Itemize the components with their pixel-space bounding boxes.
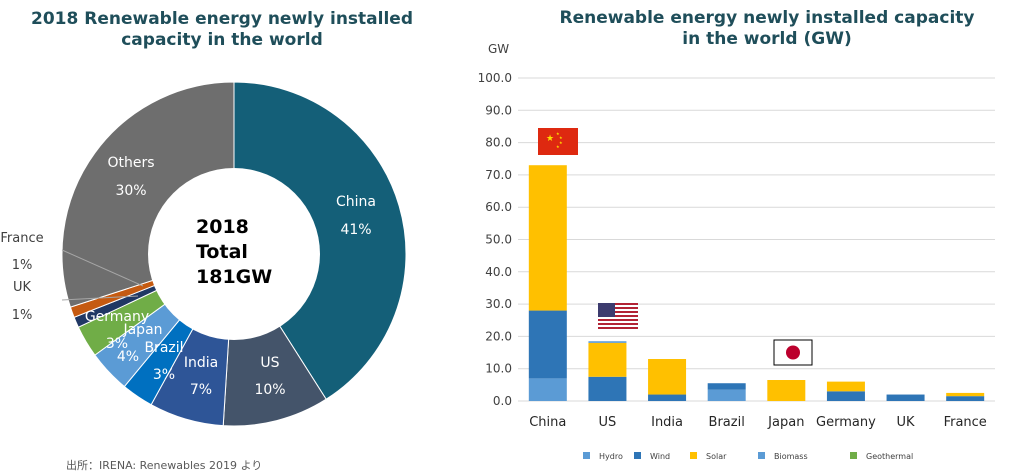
y-tick-label: 40.0 (485, 265, 512, 279)
y-tick-label: 30.0 (485, 297, 512, 311)
legend-label-biomass: Biomass (774, 452, 808, 461)
legend-swatch-geothermal (850, 452, 857, 459)
bar-title-line-2: in the world (GW) (682, 29, 851, 49)
bars (528, 165, 985, 401)
bar-germany-solar (826, 381, 865, 392)
slice-pct-india: 7% (190, 382, 212, 398)
slice-label-china: China (336, 194, 376, 210)
donut-hole (148, 168, 320, 340)
category-label: Germany (816, 415, 876, 430)
legend-label-geothermal: Geothermal (866, 452, 913, 461)
bar-china-wind (528, 310, 567, 379)
slice-pct-others: 30% (115, 183, 146, 199)
category-label: Brazil (709, 415, 745, 430)
center-label-year: 2018 (196, 216, 249, 238)
bar-uk-wind (886, 394, 925, 401)
y-tick-labels: 0.0 10.0 20.0 30.0 40.0 50.0 60.0 70.0 80.0 90.0 1… (478, 71, 512, 408)
slice-pct-brazil: 3% (153, 367, 175, 383)
y-tick-label: 0.0 (493, 394, 512, 408)
slice-label-france: France (0, 231, 43, 246)
legend-label-wind: Wind (650, 452, 670, 461)
slice-label-others: Others (107, 155, 154, 171)
bar-germany-wind (826, 391, 865, 401)
legend-swatch-solar (690, 452, 697, 459)
bar-brazil-wind (707, 383, 746, 390)
bar-france-solar (946, 392, 985, 397)
pie-labels: China 41% US 10% India 7% Brazil 3% Japa… (0, 155, 376, 398)
pie-chart: 2018 Renewable energy newly installed ca… (0, 9, 413, 471)
france-leader-line (61, 249, 144, 287)
category-label: India (651, 415, 683, 430)
legend-label-solar: Solar (706, 452, 727, 461)
uk-leader-line (61, 295, 139, 301)
svg-text:★: ★ (559, 140, 563, 145)
pie-title-line-2: capacity in the world (121, 30, 323, 50)
y-tick-label: 100.0 (478, 71, 512, 85)
y-axis-label: GW (488, 42, 509, 56)
gridlines (518, 77, 995, 402)
slice-label-us: US (260, 355, 279, 371)
category-label: Japan (767, 415, 804, 430)
source-note: 出所：IRENA: Renewables 2019 より (66, 458, 262, 471)
bar-india-solar (648, 359, 687, 395)
category-label: China (529, 415, 566, 430)
china-flag-icon: ★ ★ ★ ★ ★ (538, 128, 578, 155)
bar-us-wind (588, 376, 627, 401)
us-flag-icon (598, 303, 638, 329)
svg-text:★: ★ (556, 131, 560, 136)
y-tick-label: 50.0 (485, 233, 512, 247)
slice-label-india: India (184, 355, 218, 371)
pie-title-line-1: 2018 Renewable energy newly installed (31, 9, 413, 29)
bar-india-wind (648, 394, 687, 401)
category-label: France (944, 415, 987, 430)
category-label: US (599, 415, 617, 430)
y-tick-label: 60.0 (485, 200, 512, 214)
legend-swatch-hydro (583, 452, 590, 459)
slice-pct-china: 41% (340, 222, 371, 238)
y-tick-label: 90.0 (485, 103, 512, 117)
y-tick-label: 10.0 (485, 362, 512, 376)
slice-pct-us: 10% (254, 382, 285, 398)
category-label: UK (897, 415, 916, 430)
svg-text:★: ★ (559, 135, 563, 140)
slice-label-japan: Japan (122, 322, 162, 338)
y-tick-label: 70.0 (485, 168, 512, 182)
svg-text:★: ★ (546, 134, 554, 144)
bar-chart: Renewable energy newly installed capacit… (478, 8, 995, 461)
bar-france-wind (946, 396, 985, 401)
legend-label-hydro: Hydro (599, 452, 623, 461)
legend-swatch-biomass (758, 452, 765, 459)
y-tick-label: 20.0 (485, 329, 512, 343)
bar-china-hydro (528, 378, 567, 401)
bar-japan-solar (767, 380, 806, 401)
bar-us-solar (588, 342, 627, 377)
slice-pct-uk: 1% (12, 308, 33, 323)
legend-swatch-wind (634, 452, 641, 459)
slice-label-germany: Germany (85, 309, 149, 325)
bar-china-solar (528, 165, 567, 311)
slice-label-uk: UK (13, 280, 32, 295)
center-label-capacity: 181GW (196, 266, 272, 288)
y-tick-label: 80.0 (485, 136, 512, 150)
center-label-total: Total (196, 241, 248, 263)
bar-us-biomass (588, 341, 627, 343)
bar-brazil-hydro (707, 389, 746, 401)
slice-pct-japan: 4% (117, 349, 139, 365)
category-labels: China US India Brazil Japan Germany UK France (529, 415, 987, 430)
slice-pct-france: 1% (12, 258, 33, 273)
slice-pct-germany: 3% (106, 336, 128, 352)
legend: Hydro Wind Solar Biomass Geothermal (583, 452, 913, 461)
bar-title-line-1: Renewable energy newly installed capacit… (560, 8, 975, 28)
japan-flag-icon (773, 339, 813, 366)
slice-label-brazil: Brazil (144, 340, 183, 356)
svg-text:★: ★ (556, 144, 560, 149)
